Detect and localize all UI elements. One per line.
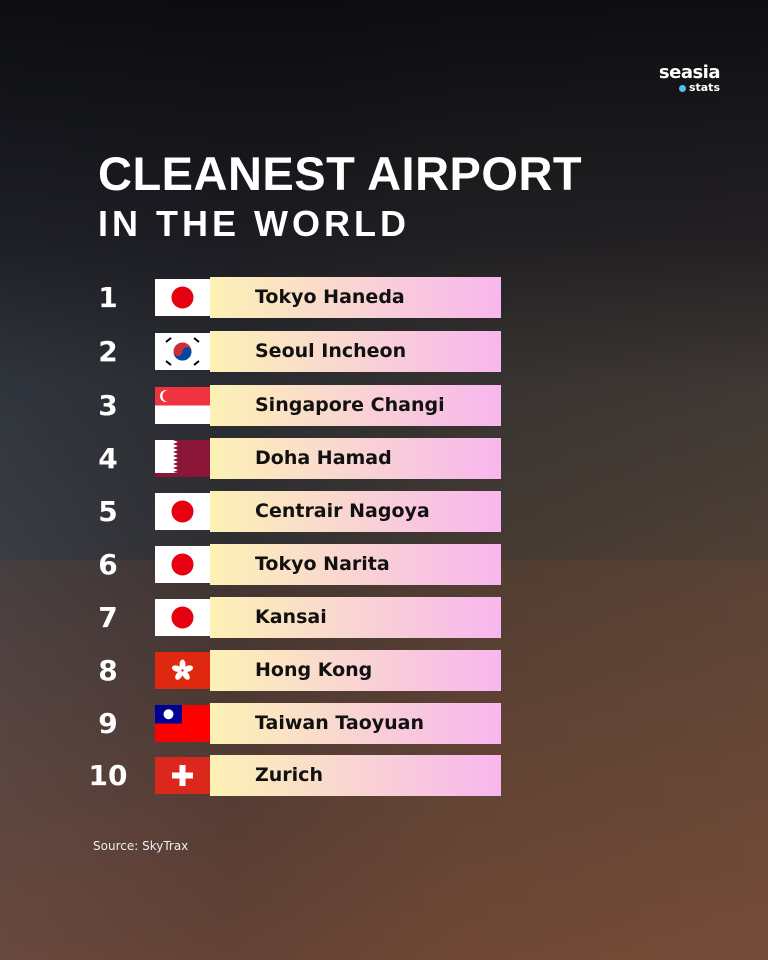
airport-name: Taiwan Taoyuan	[255, 712, 425, 734]
japan-flag-icon	[155, 493, 210, 530]
airport-name: Seoul Incheon	[255, 340, 407, 362]
logo-dot-icon	[678, 84, 686, 92]
rank-number: 10	[88, 759, 128, 792]
switzerland-flag-icon	[155, 757, 210, 794]
japan-flag-icon	[155, 599, 210, 636]
airport-name: Zurich	[255, 764, 323, 786]
airport-name: Tokyo Haneda	[255, 286, 405, 308]
page-subtitle: IN THE WORLD	[98, 203, 410, 244]
page-title: CLEANEST AIRPORT	[98, 147, 583, 200]
ranking-row: 4 Doha Hamad	[0, 438, 768, 480]
ranking-row: 1 Tokyo Haneda	[0, 277, 768, 319]
airport-name: Singapore Changi	[255, 394, 445, 416]
airport-name: Tokyo Narita	[255, 553, 390, 575]
ranking-row: 3 Singapore Changi	[0, 385, 768, 427]
ranking-bar	[210, 277, 501, 318]
rank-number: 6	[98, 548, 118, 581]
airport-name: Doha Hamad	[255, 447, 392, 469]
source-note: Source: SkyTrax	[93, 839, 189, 853]
airport-name: Centrair Nagoya	[255, 500, 430, 522]
rank-number: 4	[98, 442, 118, 475]
qatar-flag-icon	[155, 440, 210, 477]
airport-name: Kansai	[255, 606, 327, 628]
ranking-bar	[210, 597, 501, 638]
hong-kong-flag-icon	[155, 652, 210, 689]
rank-number: 8	[98, 654, 118, 687]
rank-number: 2	[98, 335, 118, 368]
rank-number: 5	[98, 495, 118, 528]
ranking-bar	[210, 438, 501, 479]
rank-number: 7	[98, 601, 118, 634]
rank-number: 3	[98, 389, 118, 422]
ranking-bar	[210, 703, 501, 744]
rank-number: 1	[98, 281, 118, 314]
taiwan-flag-icon	[155, 705, 210, 742]
ranking-row: 6 Tokyo Narita	[0, 544, 768, 586]
singapore-flag-icon	[155, 387, 210, 424]
ranking-bar	[210, 755, 501, 796]
ranking-row: 7 Kansai	[0, 597, 768, 639]
ranking-row: 10 Zurich	[0, 755, 768, 797]
rank-number: 9	[98, 707, 118, 740]
ranking-row: 8 Hong Kong	[0, 650, 768, 692]
ranking-bar	[210, 491, 501, 532]
south-korea-flag-icon	[155, 333, 210, 370]
ranking-bar	[210, 331, 501, 372]
japan-flag-icon	[155, 279, 210, 316]
ranking-row: 9 Taiwan Taoyuan	[0, 703, 768, 745]
ranking-row: 5 Centrair Nagoya	[0, 491, 768, 533]
seasia-stats-logo: seasia stats	[658, 62, 721, 94]
ranking-bar	[210, 544, 501, 585]
ranking-row: 2 Seoul Incheon	[0, 331, 768, 373]
ranking-bar	[210, 650, 501, 691]
ranking-bar	[210, 385, 501, 426]
airport-name: Hong Kong	[255, 659, 373, 681]
japan-flag-icon	[155, 546, 210, 583]
